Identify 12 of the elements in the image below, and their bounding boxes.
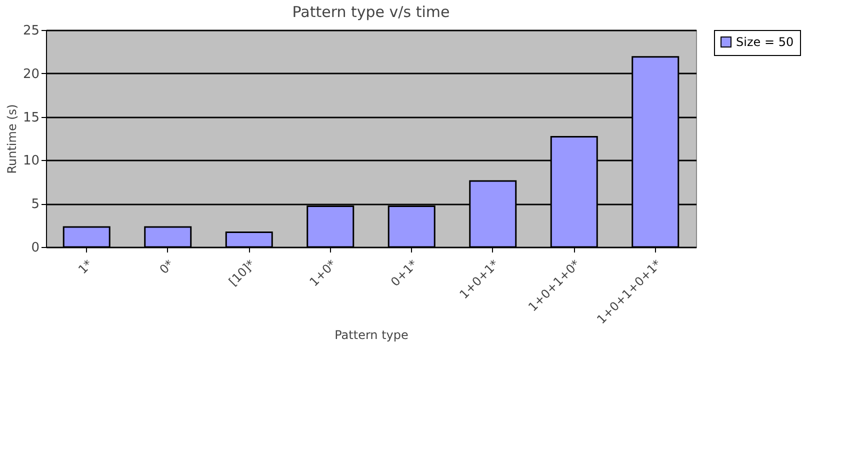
- x-tick-label: 0*: [156, 257, 176, 277]
- y-tick-label: 5: [31, 197, 40, 212]
- y-tick-label: 15: [22, 110, 40, 126]
- y-tick-label: 10: [22, 154, 40, 169]
- y-tick-label: 20: [22, 66, 40, 82]
- y-tick-label: 0: [31, 240, 40, 256]
- x-axis-title: Pattern type: [334, 328, 408, 342]
- y-tick-label: 25: [22, 24, 40, 38]
- y-axis-title: Runtime (s): [4, 104, 19, 174]
- legend-label: Size = 50: [736, 35, 794, 49]
- chart-title: Pattern type v/s time: [292, 3, 450, 21]
- x-tick-label: 1*: [76, 257, 96, 277]
